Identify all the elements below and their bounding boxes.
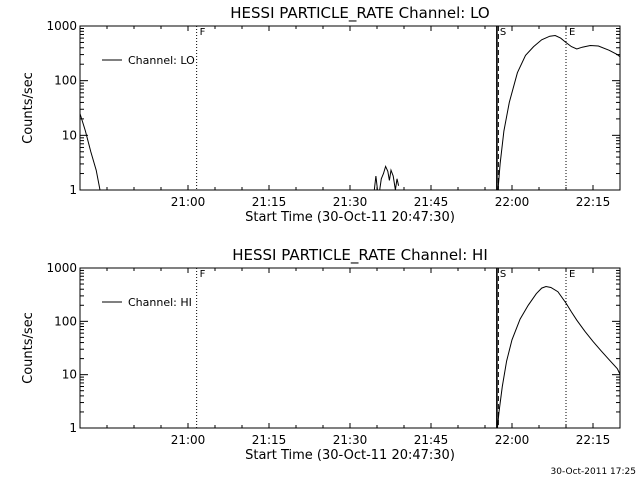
- x-tick-label: 21:15: [252, 195, 287, 209]
- x-tick-label: 22:15: [576, 433, 611, 447]
- footer-timestamp: 30-Oct-2011 17:25: [551, 467, 636, 477]
- marker-label-e: E: [569, 269, 575, 280]
- y-tick-label: 1: [69, 183, 77, 197]
- chart-panel-1: HESSI PARTICLE_RATE Channel: LO 21:00 21:1…: [21, 4, 621, 225]
- legend-label: Channel: HI: [128, 296, 192, 309]
- legend-label: Channel: LO: [128, 54, 195, 67]
- y-axis-label: Counts/sec: [21, 72, 36, 144]
- x-tick-label: 22:00: [495, 433, 530, 447]
- x-tick-label: 21:00: [171, 433, 206, 447]
- marker-label-f: F: [200, 27, 206, 38]
- y-tick-label: 1000: [46, 19, 77, 33]
- marker-label-s: S: [500, 269, 506, 280]
- x-tick-label: 21:45: [414, 433, 449, 447]
- x-tick-label: 21:15: [252, 433, 287, 447]
- marker-label-e: E: [569, 27, 575, 38]
- x-tick-label: 21:00: [171, 195, 206, 209]
- chart-panel-2: HESSI PARTICLE_RATE Channel: HI 21:00 21:1…: [21, 246, 621, 463]
- x-tick-label: 21:30: [333, 433, 368, 447]
- plot-area: [80, 26, 620, 190]
- x-axis-label: Start Time (30-Oct-11 20:47:30): [245, 448, 455, 463]
- y-tick-label: 10: [62, 368, 77, 382]
- plot-frame: [79, 267, 621, 429]
- x-axis-label: Start Time (30-Oct-11 20:47:30): [245, 210, 455, 225]
- chart-title: HESSI PARTICLE_RATE Channel: HI: [232, 246, 488, 265]
- y-tick-label: 100: [54, 314, 77, 328]
- y-axis-label: Counts/sec: [21, 312, 36, 384]
- x-tick-label: 22:15: [576, 195, 611, 209]
- series-line-1-segment-1: [496, 285, 620, 428]
- y-tick-label: 1000: [46, 261, 77, 275]
- marker-label-f: F: [200, 269, 206, 280]
- series-line-1-segment-2: [373, 164, 400, 190]
- plot-frame: [79, 25, 621, 191]
- x-tick-label: 21:45: [414, 195, 449, 209]
- series-line-1-segment-3: [497, 34, 620, 190]
- x-tick-label: 22:00: [495, 195, 530, 209]
- y-tick-label: 10: [62, 128, 77, 142]
- marker-label-s: S: [500, 27, 506, 38]
- chart-title: HESSI PARTICLE_RATE Channel: LO: [230, 4, 489, 23]
- plot-area: [196, 268, 620, 428]
- x-tick-label: 21:30: [333, 195, 368, 209]
- series-line-1-segment-1: [80, 113, 101, 190]
- y-tick-label: 100: [54, 74, 77, 88]
- y-tick-label: 1: [69, 421, 77, 435]
